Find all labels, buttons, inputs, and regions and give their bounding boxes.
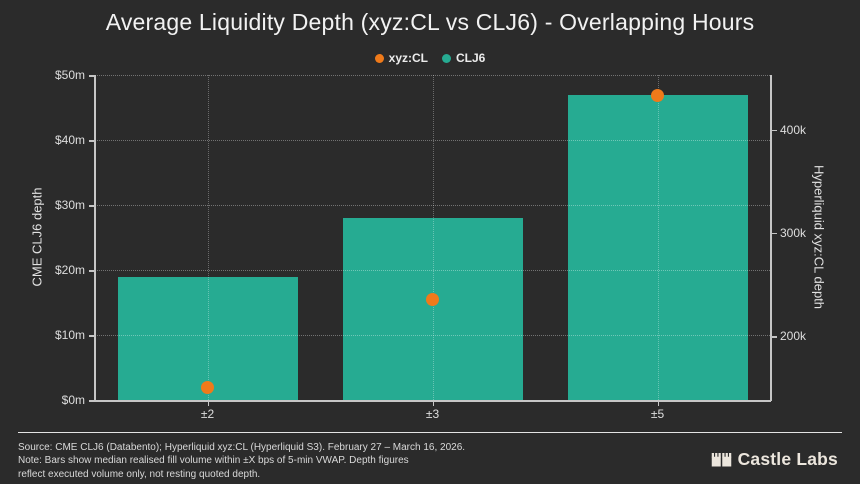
left-tick [89,270,94,272]
v-gridline [432,75,434,400]
bar-±2 [117,276,298,400]
x-tick-label: ±2 [200,407,215,421]
left-spine [94,75,96,401]
left-tick [89,140,94,142]
legend-swatch-xyzcl-icon [374,53,384,63]
left-tick-label: $50m [54,68,85,82]
chart-title: Average Liquidity Depth (xyz:CL vs CLJ6)… [105,9,755,35]
right-tick-label: 200k [780,329,807,344]
right-tick [771,129,777,132]
right-tick [771,232,777,235]
v-gridline [657,75,659,400]
left-tick [89,335,94,337]
legend-swatch-clj6-icon [442,53,451,63]
v-gridline [207,75,209,400]
footer-source-line: Source: CME CLJ6 (Databento); Hyperliqui… [18,442,466,453]
x-tick-label: ±3 [425,407,440,421]
legend: xyz:CL CLJ6 [0,51,860,65]
x-tick [432,401,434,406]
x-tick [207,401,209,406]
left-tick-label: $40m [54,133,85,147]
right-tick-label: 400k [780,122,807,137]
plot-area: CME CLJ6 depth Hyperliquid xyz:CL depth … [30,68,827,421]
left-tick-label: $30m [54,198,85,212]
legend-label-xyzcl: xyz:CL [388,51,428,65]
castle-icon [711,453,731,467]
scatter-point-±2 [201,381,214,395]
footer-notes: Source: CME CLJ6 (Databento); Hyperliqui… [18,441,465,481]
h-gridline [95,205,770,206]
footer-note-line2: reflect executed volume only, not restin… [18,468,261,480]
h-gridline [95,140,770,141]
left-tick-label: $10m [54,328,85,342]
left-tick [89,75,94,77]
right-tick-label: 300k [780,225,807,240]
h-gridline [95,75,770,76]
h-gridline [95,335,770,336]
scatter-point-±3 [426,293,439,307]
legend-label-clj6: CLJ6 [456,51,486,65]
legend-item-clj6: CLJ6 [442,51,485,65]
x-tick-label: ±5 [650,407,665,421]
h-gridline [95,270,770,271]
legend-item-xyzcl: xyz:CL [374,51,428,65]
left-tick [89,400,94,402]
left-tick-label: $0m [61,393,85,407]
bar-±3 [342,218,523,400]
footer-divider [18,432,842,433]
brand-logo: Castle Labs [711,448,838,470]
left-tick-label: $20m [54,263,85,277]
bar-±5 [567,94,748,400]
left-tick [89,205,94,207]
brand-name: Castle Labs [737,448,838,469]
bottom-spine [94,400,771,402]
x-tick [657,401,659,406]
scatter-point-±5 [651,89,664,103]
right-spine [770,75,772,401]
footer-note-line1: Note: Bars show median realised fill vol… [18,455,409,467]
right-tick [771,336,777,338]
